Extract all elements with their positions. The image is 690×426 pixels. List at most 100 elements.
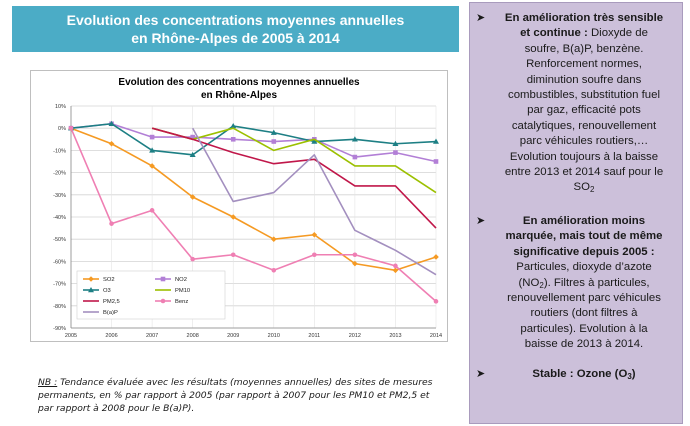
data-point-no2 xyxy=(393,150,398,155)
x-tick-label: 2013 xyxy=(389,333,401,339)
y-tick-label: -90% xyxy=(53,326,66,332)
b2-line9: baisse de 2013 à 2014. xyxy=(524,338,644,351)
chart-frame: Evolution des concentrations moyennes an… xyxy=(30,70,448,342)
data-point-o3 xyxy=(351,136,358,142)
b1-heading-line2: et continue : xyxy=(520,27,588,40)
data-point-no2 xyxy=(149,134,155,140)
b2-line6: renouvellement parc véhicules xyxy=(507,291,661,304)
bullet-improving-moderately: ➤ En amélioration moins marquée, mais to… xyxy=(476,214,674,353)
y-tick-label: -60% xyxy=(53,259,66,265)
legend-label-pm2-5: PM2,5 xyxy=(103,299,120,305)
commentary-panel: ➤ En amélioration très sensible et conti… xyxy=(469,2,683,424)
data-point-o3 xyxy=(149,147,156,153)
b1-line12-sub: 2 xyxy=(590,185,595,195)
legend-box xyxy=(76,270,226,320)
data-point-o3 xyxy=(270,129,277,135)
x-tick-label: 2005 xyxy=(65,333,77,339)
data-point-no2 xyxy=(271,139,277,144)
x-tick-label: 2006 xyxy=(105,333,117,339)
data-point-so2 xyxy=(230,214,237,220)
data-point-benz xyxy=(433,299,439,304)
b1-line10: Evolution toujours à la baisse xyxy=(509,150,659,163)
data-point-benz xyxy=(68,125,74,131)
x-tick-label: 2009 xyxy=(227,333,239,339)
y-tick-label: 10% xyxy=(55,104,66,110)
x-tick-label: 2011 xyxy=(308,333,320,339)
data-point-benz xyxy=(190,256,195,262)
series-line-so2 xyxy=(70,127,437,272)
legend-marker-no2 xyxy=(160,276,166,282)
b1-line3: soufre, B(a)P, benzène. xyxy=(524,42,644,55)
y-tick-label: -80% xyxy=(53,304,66,310)
data-point-o3 xyxy=(189,151,196,158)
b1-line5: diminution soufre dans xyxy=(526,73,642,86)
b2-line5-b: ). Filtres à particules, xyxy=(543,276,650,289)
data-point-benz xyxy=(312,252,317,258)
data-point-so2 xyxy=(433,254,439,260)
b1-line9: parc véhicules routiers,… xyxy=(519,135,649,148)
series-line-b-a-p xyxy=(191,127,437,276)
data-point-so2 xyxy=(311,231,318,238)
data-point-so2 xyxy=(149,163,155,169)
banner-title-line2: en Rhône-Alpes de 2005 à 2014 xyxy=(131,30,340,46)
data-point-o3 xyxy=(311,138,318,144)
chart-title-line1: Evolution des concentrations moyennes an… xyxy=(118,77,360,88)
line-chart: Evolution des concentrations moyennes an… xyxy=(53,77,442,339)
b2-line5-a: (NO xyxy=(518,276,540,289)
b2-heading-line2: marquée, mais tout de même xyxy=(505,230,663,243)
data-point-o3 xyxy=(392,140,399,146)
b1-line8: catalytiques, renouvellement xyxy=(511,119,657,132)
x-tick-label: 2010 xyxy=(268,333,280,339)
data-point-o3 xyxy=(108,120,115,126)
series-line-o3 xyxy=(70,122,437,156)
legend-marker-so2 xyxy=(88,276,94,282)
legend-label-so2: SO2 xyxy=(103,277,115,283)
b3-text-a: Stable : Ozone (O xyxy=(532,367,628,380)
b2-line5-sub: 2 xyxy=(539,280,544,290)
b1-line4: Renforcement normes, xyxy=(526,58,642,71)
y-tick-label: -30% xyxy=(53,193,66,199)
arrow-bullet-icon: ➤ xyxy=(476,367,486,380)
legend-label-no2: NO2 xyxy=(175,277,187,283)
series-line-pm10 xyxy=(151,127,437,194)
chart-title-line2: en Rhône-Alpes xyxy=(201,90,278,101)
data-point-o3 xyxy=(433,138,439,144)
data-point-no2 xyxy=(230,137,236,142)
data-point-benz xyxy=(393,263,398,269)
y-tick-label: -10% xyxy=(53,148,66,154)
y-tick-label: -50% xyxy=(53,237,66,243)
x-tick-label: 2007 xyxy=(146,333,158,339)
b3-text-b: ) xyxy=(631,367,636,380)
footnote-line1: Tendance évaluée avec les résultats (moy… xyxy=(57,377,433,388)
data-point-benz xyxy=(352,252,358,258)
legend-marker-benz xyxy=(160,298,166,304)
legend-label-o3: O3 xyxy=(103,288,111,294)
data-point-no2 xyxy=(190,134,195,140)
series-line-no2 xyxy=(70,122,437,163)
data-point-so2 xyxy=(352,260,358,267)
y-tick-label: 0% xyxy=(58,126,66,132)
y-tick-label: -70% xyxy=(53,282,66,288)
b2-line8: particules). Evolution à la xyxy=(520,322,648,335)
data-point-o3 xyxy=(230,122,237,129)
b2-heading-line1: En amélioration moins xyxy=(522,214,646,227)
b2-heading-line3: significative depuis 2005 : xyxy=(513,245,655,258)
b1-line7: par gaz, efficacité pots xyxy=(527,104,641,117)
x-tick-label: 2008 xyxy=(187,333,199,339)
legend-label-b-a-p: B(a)P xyxy=(103,310,118,316)
y-tick-label: -20% xyxy=(53,171,66,177)
footnote-line2: permanents, en % par rapport à 2005 (par… xyxy=(38,390,430,401)
b1-pollutants-part1: Dioxyde de xyxy=(587,27,648,40)
bullet-stable: ➤ Stable : Ozone (O3) xyxy=(476,367,674,382)
data-point-so2 xyxy=(392,267,399,274)
b2-line4: Particules, dioxyde d’azote xyxy=(516,261,652,274)
data-point-no2 xyxy=(352,154,358,160)
b1-line11: entre 2013 et 2014 sauf pour le xyxy=(504,166,664,179)
legend-label-pm10: PM10 xyxy=(175,288,190,294)
data-point-benz xyxy=(149,208,155,213)
title-banner: Evolution des concentrations moyennes an… xyxy=(12,6,459,52)
legend-marker-o3 xyxy=(88,287,94,293)
data-point-benz xyxy=(109,221,114,226)
series-line-benz xyxy=(70,127,437,302)
bullet-improving-strongly: ➤ En amélioration très sensible et conti… xyxy=(476,11,674,196)
